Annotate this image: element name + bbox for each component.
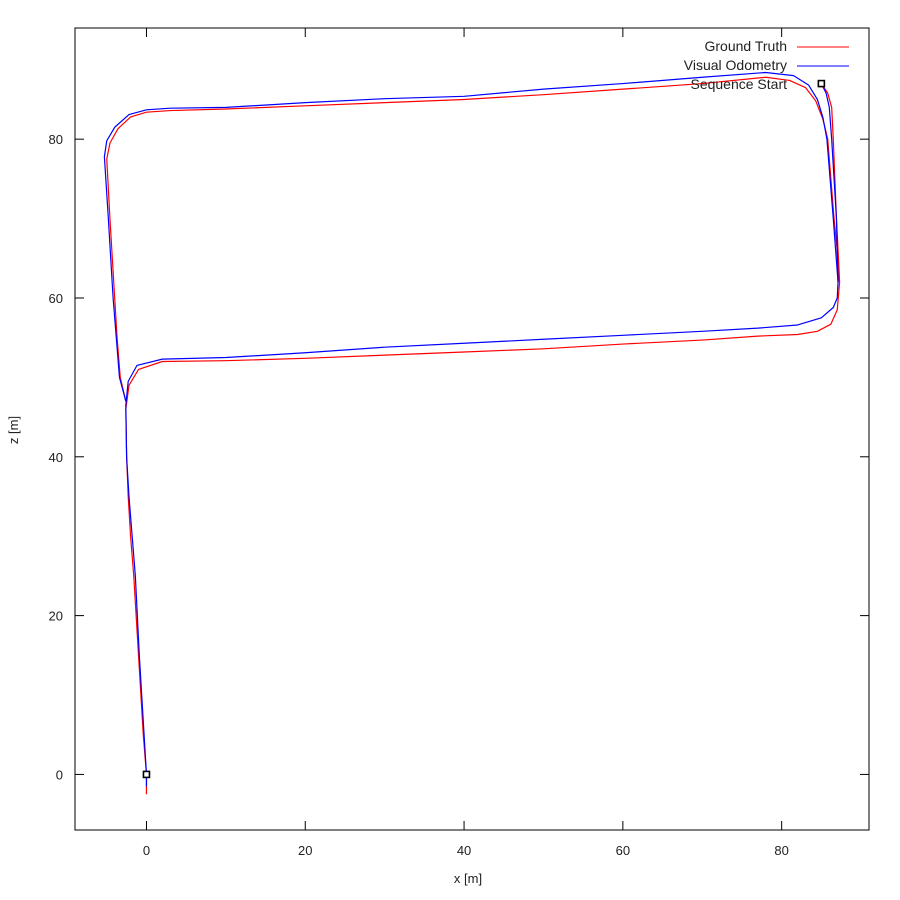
plot-frame	[74, 27, 870, 831]
x-tick-label: 40	[457, 843, 471, 858]
x-tick-label: 0	[143, 843, 150, 858]
visual-odometry-line-top	[103, 71, 839, 402]
marker-layer	[142, 79, 826, 779]
legend-label-sequence-start: Sequence Start	[690, 76, 787, 92]
y-tick-label: 40	[49, 450, 63, 465]
sequence-start-marker	[817, 79, 826, 88]
x-tick-label: 20	[298, 843, 312, 858]
y-tick-label: 80	[49, 132, 63, 147]
sequence-start-marker	[142, 770, 151, 779]
y-tick-label: 20	[49, 609, 63, 624]
visual-odometry-line	[125, 83, 839, 787]
x-tick-label: 60	[616, 843, 630, 858]
axis-ticks: 0 20 40 60 80 0 20 40 60 80	[49, 28, 869, 858]
legend-label-visual-odometry: Visual Odometry	[684, 57, 787, 73]
y-tick-label: 0	[56, 767, 63, 782]
legend: Ground Truth Visual Odometry Sequence St…	[684, 38, 849, 92]
legend-label-ground-truth: Ground Truth	[705, 38, 788, 54]
series-layer	[103, 71, 841, 795]
x-tick-label: 80	[774, 843, 788, 858]
x-axis-label: x [m]	[454, 871, 482, 886]
y-axis-label: z [m]	[6, 416, 21, 444]
y-tick-label: 60	[49, 291, 63, 306]
